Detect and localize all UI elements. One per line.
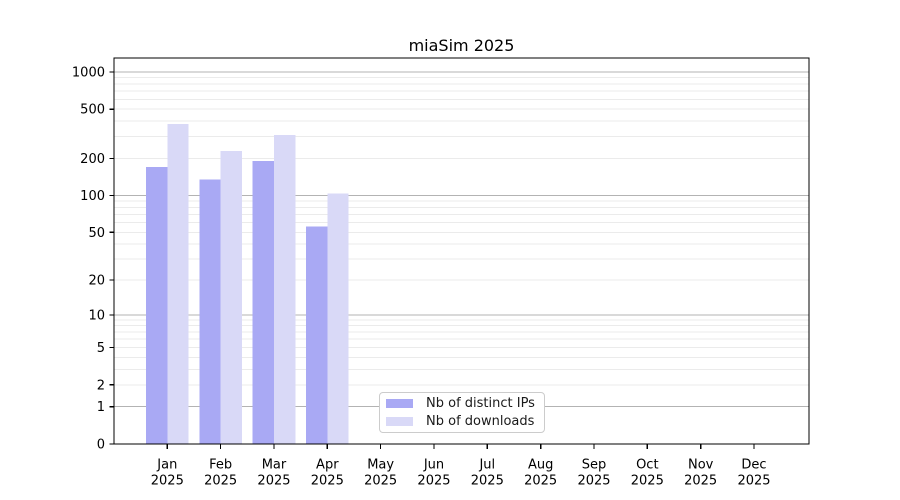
legend-item-downloads: Nb of downloads [386,414,538,429]
legend: Nb of distinct IPs Nb of downloads [379,392,545,433]
bar-downloads-apr [327,193,349,444]
x-tick-label-year: 2025 [204,474,237,489]
bar-downloads-feb [220,150,242,444]
x-tick-label-year: 2025 [737,474,770,489]
legend-label-downloads: Nb of downloads [426,413,535,429]
y-tick-label: 0 [97,438,105,453]
x-tick-label-month: Sep [582,458,607,473]
x-tick-label-year: 2025 [417,474,450,489]
y-tick-label: 10 [88,308,105,323]
legend-item-distinct-ips: Nb of distinct IPs [386,396,538,411]
x-tick-label-month: Mar [262,458,287,473]
chart-title: miaSim 2025 [408,36,515,55]
x-tick-label-month: Jun [423,458,444,473]
y-tick-label: 20 [88,274,105,289]
y-tick-label: 500 [80,103,105,118]
y-tick-label: 1 [97,400,105,415]
bar-distinct-ips-feb [199,179,221,445]
legend-swatch-distinct-ips [386,399,413,409]
x-tick-label-month: Jul [478,458,495,473]
x-tick-label-month: Feb [209,458,232,473]
y-tick-label: 200 [80,152,105,167]
y-tick-label: 50 [88,226,105,241]
x-tick-label-month: May [367,458,394,473]
y-tick-label: 100 [80,189,105,204]
x-tick-label-month: Dec [741,458,766,473]
x-tick-label-year: 2025 [364,474,397,489]
legend-swatch-downloads [386,416,413,426]
x-tick-label-month: Nov [688,458,714,473]
y-tick-label: 1000 [72,65,105,80]
x-tick-label-year: 2025 [631,474,664,489]
x-tick-label-year: 2025 [151,474,184,489]
bar-distinct-ips-apr [306,226,328,444]
x-tick-label-month: Oct [636,458,658,473]
x-tick-label-year: 2025 [257,474,290,489]
x-tick-label-month: Apr [316,458,339,473]
x-tick-label-month: Jan [156,458,177,473]
x-tick-label-year: 2025 [471,474,504,489]
bar-distinct-ips-mar [252,161,274,444]
x-tick-label-year: 2025 [577,474,610,489]
y-tick-label: 2 [97,378,105,393]
bar-downloads-jan [167,123,189,444]
y-tick-label: 5 [97,341,105,356]
legend-label-distinct-ips: Nb of distinct IPs [426,396,535,412]
bar-downloads-mar [273,134,296,444]
plot-border [113,57,810,445]
x-tick-label-year: 2025 [524,474,557,489]
bar-distinct-ips-jan [146,167,168,445]
x-tick-label-month: Aug [528,458,553,473]
x-tick-label-year: 2025 [684,474,717,489]
x-tick-label-year: 2025 [311,474,344,489]
